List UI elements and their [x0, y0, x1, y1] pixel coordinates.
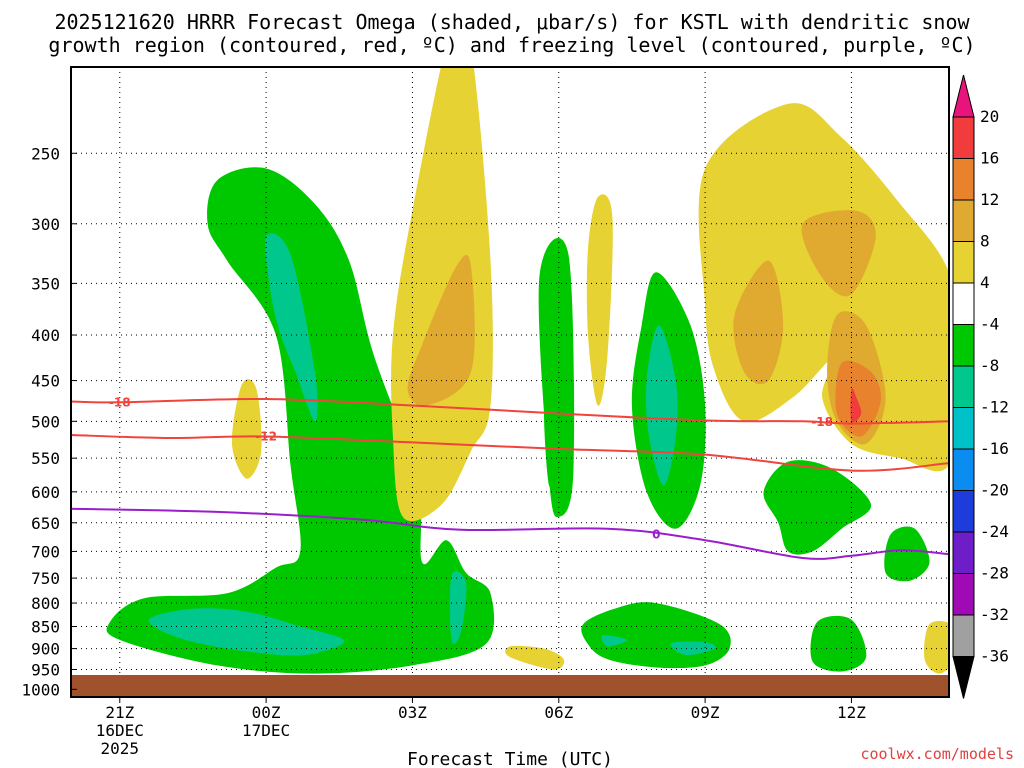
colorbar-segment-3 [952, 199, 975, 242]
omega-down-east-core2 [801, 210, 876, 297]
x-tick-sublabel-00Z: 17DEC [242, 721, 290, 740]
x-tick-label-12Z: 12Z [837, 703, 866, 722]
dgz-minus18-label-1: -18 [811, 415, 833, 429]
y-tick-label-400: 400 [31, 326, 60, 345]
omega-up-west-core [265, 233, 318, 422]
colorbar-segment-13 [952, 614, 975, 657]
plot-frame [70, 66, 950, 698]
contour-lines: -18 -18 -12 0 [71, 395, 949, 560]
freezing-level-line [71, 507, 949, 560]
x-tick-year-21Z: 2025 [101, 739, 140, 758]
grid-lines [71, 67, 949, 697]
colorbar-top-arrow [952, 74, 975, 118]
colorbar-label--16: -16 [980, 439, 1009, 458]
x-tick-label-06Z: 06Z [544, 703, 573, 722]
y-tick-label-500: 500 [31, 412, 60, 431]
colorbar-label--20: -20 [980, 481, 1009, 500]
y-tick-label-450: 450 [31, 372, 60, 391]
omega-up-east-small1 [810, 615, 867, 672]
omega-down-east-core4 [835, 360, 882, 437]
omega-up-west [106, 167, 495, 674]
colorbar-label-4: 4 [980, 273, 990, 292]
y-tick-label-550: 550 [31, 449, 60, 468]
colorbar-label-16: 16 [980, 149, 999, 168]
y-tick-label-900: 900 [31, 640, 60, 659]
colorbar-segment-12 [952, 573, 975, 616]
y-tick-label-650: 650 [31, 514, 60, 533]
colorbar-segment-10 [952, 490, 975, 533]
y-tick-label-300: 300 [31, 215, 60, 234]
y-tick-label-1000: 1000 [21, 680, 60, 699]
omega-down-east-core5 [850, 388, 862, 423]
freezing-level-label-0: 0 [652, 527, 660, 541]
x-tick-label-21Z: 21Z [105, 703, 134, 722]
x-axis-title: Forecast Time (UTC) [407, 749, 613, 768]
colorbar-segment-8 [952, 407, 975, 450]
y-tick-label-350: 350 [31, 274, 60, 293]
omega-shading [106, 67, 949, 674]
colorbar-label-12: 12 [980, 190, 999, 209]
colorbar: 20 16 12 8 4 -4 -8 -12 -16 -20 -24 -28 -32 -36 [952, 74, 1009, 699]
y-axis-ticks: 250 300 350 400 450 500 550 600 650 700 750 800 850 9… [21, 144, 77, 699]
dgz-minus12-label-0: -12 [255, 429, 277, 443]
colorbar-segment-7 [952, 365, 975, 408]
chart-title-line2: growth region (contoured, red, ºC) and f… [48, 33, 975, 57]
colorbar-bottom-arrow [952, 656, 975, 699]
colorbar-label--36: -36 [980, 647, 1009, 666]
x-tick-label-00Z: 00Z [252, 703, 281, 722]
colorbar-segment-6 [952, 324, 975, 367]
omega-up-east-small2 [884, 526, 930, 582]
colorbar-segment-9 [952, 448, 975, 491]
omega-down-center-core [407, 254, 475, 407]
plot-area: -18 -18 -12 0 [70, 66, 950, 698]
colorbar-label--4: -4 [980, 315, 999, 334]
omega-down-east-core1 [733, 260, 784, 385]
y-tick-label-700: 700 [31, 542, 60, 561]
omega-up-mid-sliver [543, 391, 559, 489]
x-tick-label-09Z: 09Z [691, 703, 720, 722]
colorbar-label-8: 8 [980, 232, 990, 251]
credit-text: coolwx.com/models [860, 745, 1014, 763]
chart-title-line1: 2025121620 HRRR Forecast Omega (shaded, … [54, 10, 970, 34]
omega-down-west [231, 379, 262, 479]
omega-up-low-east-core1 [601, 635, 628, 647]
colorbar-label--32: -32 [980, 605, 1009, 624]
ground-surface [71, 675, 949, 697]
y-tick-label-800: 800 [31, 594, 60, 613]
omega-up-east-core [645, 325, 678, 486]
dgz-minus18-line [71, 397, 949, 425]
colorbar-label--24: -24 [980, 522, 1009, 541]
x-tick-sublabel-21Z: 16DEC [96, 721, 144, 740]
colorbar-label--12: -12 [980, 398, 1009, 417]
dgz-minus12-line [71, 434, 949, 472]
omega-up-low-east-core2 [670, 641, 716, 656]
colorbar-segment-2 [952, 158, 975, 201]
omega-up-low-mid [449, 571, 467, 644]
y-tick-label-600: 600 [31, 483, 60, 502]
colorbar-segment-5 [952, 282, 975, 325]
colorbar-segment-1 [952, 116, 975, 159]
omega-down-low [505, 645, 565, 670]
y-tick-label-250: 250 [31, 144, 60, 163]
omega-up-low-east [581, 602, 731, 669]
y-tick-label-850: 850 [31, 617, 60, 636]
colorbar-label--28: -28 [980, 564, 1009, 583]
y-tick-label-950: 950 [31, 661, 60, 680]
dgz-minus18-label-0: -18 [109, 395, 131, 409]
omega-down-thin [586, 194, 613, 406]
omega-up-east-mid [763, 460, 872, 555]
colorbar-label--8: -8 [980, 356, 999, 375]
colorbar-label-20: 20 [980, 107, 999, 126]
colorbar-segment-11 [952, 531, 975, 574]
omega-up-low-west [148, 608, 345, 656]
y-tick-label-750: 750 [31, 569, 60, 588]
x-tick-label-03Z: 03Z [398, 703, 427, 722]
colorbar-segment-4 [952, 241, 975, 284]
omega-down-east-small [924, 621, 949, 674]
